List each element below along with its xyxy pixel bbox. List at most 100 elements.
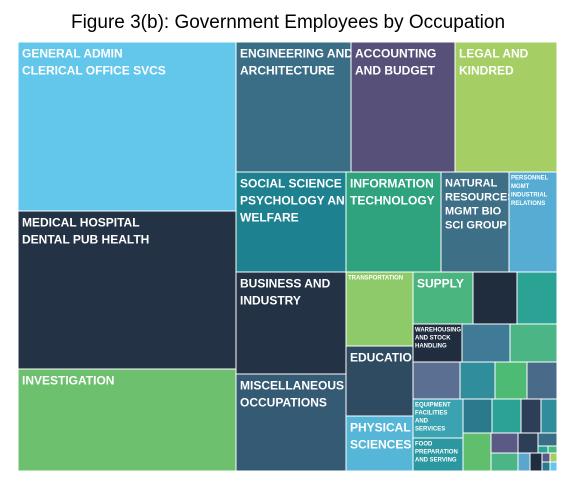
- tile-unlabeled-24: [459, 361, 496, 400]
- tile-label-line: SUPPLY: [417, 276, 464, 290]
- tile-label-supply: SUPPLY: [417, 276, 464, 290]
- tile-label-social-science-psychology-and-welfare: SOCIAL SCIENCE PSYCHOLOGY AND WELFARE: [240, 176, 354, 224]
- tile-label-line: ACCOUNTING: [355, 46, 436, 60]
- tile-label-miscellaneous-occupations: MISCELLANEOUS OCCUPATIONS: [240, 378, 344, 409]
- tile-label-line: MGMT BIO: [445, 205, 502, 217]
- tile-label-general-admin-clerical-office-svcs: GENERAL ADMIN CLERICAL OFFICE SVCS: [22, 46, 166, 77]
- tile-label-line: AND BUDGET: [355, 63, 436, 77]
- tile-label-line: FOOD: [415, 442, 433, 448]
- tile-transportation: [345, 271, 414, 347]
- tile-unlabeled-33: [517, 432, 539, 454]
- tile-label-line: WELFARE: [240, 210, 299, 224]
- tile-label-business-and-industry: BUSINESS AND INDUSTRY: [240, 276, 331, 307]
- tile-engineering-and-architecture: [235, 41, 352, 173]
- tile-label-line: AND SERVING: [415, 458, 457, 464]
- tile-unlabeled-28: [491, 398, 522, 434]
- tile-label-line: MGMT: [511, 184, 530, 190]
- tile-label-education: EDUCATION: [350, 350, 420, 364]
- tile-label-line: ARCHITECTURE: [240, 63, 335, 77]
- tile-label-line: MEDICAL HOSPITAL: [22, 215, 140, 229]
- tile-label-line: SOCIAL SCIENCE: [240, 176, 342, 190]
- tile-investigation: [17, 368, 237, 472]
- tile-label-investigation: INVESTIGATION: [22, 373, 114, 387]
- tile-label-warehousing-and-stock-handling: WAREHOUSING AND STOCK HANDLING: [415, 328, 461, 350]
- tile-natural-resources-mgmt-bio-sci-group: [440, 171, 510, 273]
- tile-personnel-mgmt-industrial-relations: [508, 171, 558, 273]
- tile-label-line: NATURAL: [445, 177, 498, 189]
- tile-label-line: GENERAL ADMIN: [22, 46, 123, 60]
- tile-unlabeled-27: [462, 398, 493, 434]
- tile-label-line: TECHNOLOGY: [350, 193, 435, 207]
- tile-unlabeled-38: [537, 445, 549, 454]
- tile-unlabeled-32: [490, 432, 519, 454]
- tile-label-information-technology: INFORMATION TECHNOLOGY: [350, 176, 435, 207]
- tile-label-line: SCI GROUP: [445, 219, 507, 231]
- tile-education: [345, 345, 414, 417]
- tile-label-line: BUSINESS AND: [240, 276, 331, 290]
- tile-label-legal-and-kindred: LEGAL AND KINDRED: [459, 46, 529, 77]
- tile-label-line: PREPARATION: [415, 450, 458, 456]
- tile-social-science-psychology-and-welfare: [235, 171, 347, 273]
- tile-label-line: RESOURCES: [445, 191, 515, 203]
- tile-label-line: CLERICAL OFFICE SVCS: [22, 63, 166, 77]
- tile-label-line: SERVICES: [415, 427, 445, 433]
- tile-label-medical-hospital-dental-pub-health: MEDICAL HOSPITAL DENTAL PUB HEALTH: [22, 215, 149, 246]
- tile-label-line: INVESTIGATION: [22, 373, 114, 387]
- tile-label-engineering-and-architecture: ENGINEERING AND ARCHITECTURE: [240, 46, 353, 77]
- tile-unlabeled-35: [490, 452, 519, 472]
- tile-unlabeled-36: [517, 452, 531, 472]
- tile-unlabeled-21: [461, 323, 511, 363]
- tile-unlabeled-39: [547, 445, 558, 454]
- tile-unlabeled-23: [412, 361, 461, 400]
- tile-label-line: RELATIONS: [511, 201, 545, 207]
- tile-label-food-preparation-and-serving: FOOD PREPARATION AND SERVING: [415, 442, 458, 464]
- tile-label-accounting-and-budget: ACCOUNTING AND BUDGET: [355, 46, 436, 77]
- tile-label-line: PSYCHOLOGY AND: [240, 193, 354, 207]
- tile-equipment-facilities-and-services: [412, 398, 464, 439]
- tile-unlabeled-42: [541, 461, 551, 472]
- tile-unlabeled-43: [549, 461, 558, 472]
- tile-unlabeled-31: [462, 432, 492, 472]
- tile-label-line: EDUCATION: [350, 350, 420, 364]
- tile-label-line: AND: [415, 419, 429, 425]
- tile-unlabeled-41: [549, 452, 558, 463]
- tile-label-personnel-mgmt-industrial-relations: PERSONNEL MGMT INDUSTRIAL RELATIONS: [511, 176, 549, 208]
- tile-label-line: INDUSTRIAL: [511, 193, 548, 199]
- tile-label-line: HANDLING: [415, 344, 447, 350]
- tile-label-line: PHYSICAL: [350, 420, 411, 434]
- tile-medical-hospital-dental-pub-health: [17, 210, 237, 370]
- tile-label-line: FACILITIES: [415, 411, 447, 417]
- tile-label-physical-sciences: PHYSICAL SCIENCES: [350, 420, 411, 451]
- tile-label-line: DENTAL PUB HEALTH: [22, 232, 149, 246]
- tile-unlabeled-20: [516, 271, 558, 325]
- tile-unlabeled-34: [537, 432, 558, 447]
- tile-label-line: WAREHOUSING: [415, 328, 461, 334]
- tile-label-line: AND STOCK: [415, 336, 451, 342]
- tile-unlabeled-37: [529, 452, 543, 472]
- tile-physical-sciences: [345, 415, 414, 472]
- tile-label-line: EQUIPMENT: [415, 403, 451, 409]
- tile-unlabeled-30: [540, 398, 558, 434]
- tile-unlabeled-19: [472, 271, 518, 325]
- tile-unlabeled-25: [494, 361, 528, 400]
- tile-label-line: LEGAL AND: [459, 46, 529, 60]
- tile-legal-and-kindred: [454, 41, 558, 173]
- tile-unlabeled-22: [509, 323, 558, 363]
- chart-title: Figure 3(b): Government Employees by Occ…: [70, 12, 506, 33]
- tile-label-line: TRANSPORTATION: [348, 276, 403, 282]
- tile-label-line: ENGINEERING AND: [240, 46, 353, 60]
- tile-business-and-industry: [235, 271, 347, 375]
- tile-unlabeled-29: [520, 398, 542, 434]
- tile-label-line: PERSONNEL: [511, 176, 549, 182]
- tile-label-transportation: TRANSPORTATION: [348, 276, 403, 282]
- tile-label-line: INDUSTRY: [240, 293, 301, 307]
- tile-label-line: KINDRED: [459, 63, 514, 77]
- tile-supply: [412, 271, 474, 325]
- tile-label-line: MISCELLANEOUS: [240, 378, 344, 392]
- tile-label-line: INFORMATION: [350, 176, 434, 190]
- tile-miscellaneous-occupations: [235, 373, 347, 472]
- tile-label-line: SCIENCES: [350, 437, 411, 451]
- tile-warehousing-and-stock-handling: [412, 323, 463, 363]
- tile-label-natural-resources-mgmt-bio-sci-group: NATURAL RESOURCES MGMT BIO SCI GROUP: [445, 177, 515, 231]
- tile-label-line: OCCUPATIONS: [240, 395, 327, 409]
